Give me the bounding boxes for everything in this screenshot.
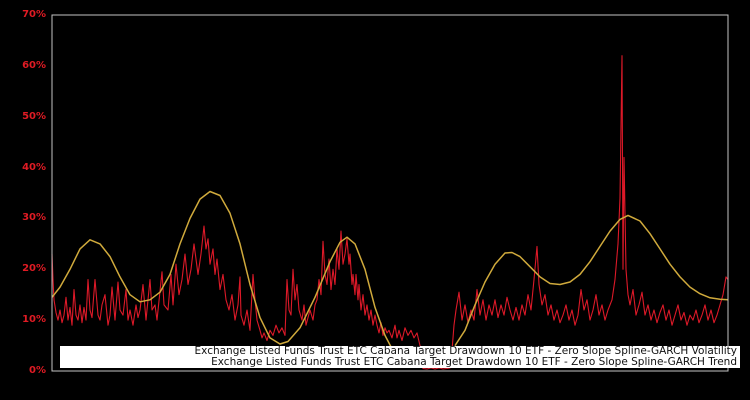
legend: Exchange Listed Funds Trust ETC Cabana T… bbox=[60, 346, 740, 368]
y-axis-tick-label: 30% bbox=[22, 212, 46, 224]
y-axis-tick-label: 60% bbox=[22, 59, 46, 71]
chart-plot-border bbox=[51, 14, 729, 372]
y-axis-tick-label: 20% bbox=[22, 263, 46, 275]
y-axis-tick-label: 10% bbox=[22, 314, 46, 326]
trend-series-line bbox=[51, 190, 398, 359]
legend-entry-trend: Exchange Listed Funds Trust ETC Cabana T… bbox=[211, 356, 737, 368]
y-axis-tick-label: 0% bbox=[29, 365, 46, 376]
y-axis-tick-label: 70% bbox=[22, 9, 46, 20]
y-axis-tick-label: 40% bbox=[22, 161, 46, 173]
trend-series-line bbox=[454, 214, 729, 347]
volatility-series-line bbox=[51, 55, 729, 370]
y-axis-tick-label: 50% bbox=[22, 110, 46, 122]
series-lines bbox=[51, 55, 729, 370]
legend-entry-volatility: Exchange Listed Funds Trust ETC Cabana T… bbox=[194, 345, 737, 357]
